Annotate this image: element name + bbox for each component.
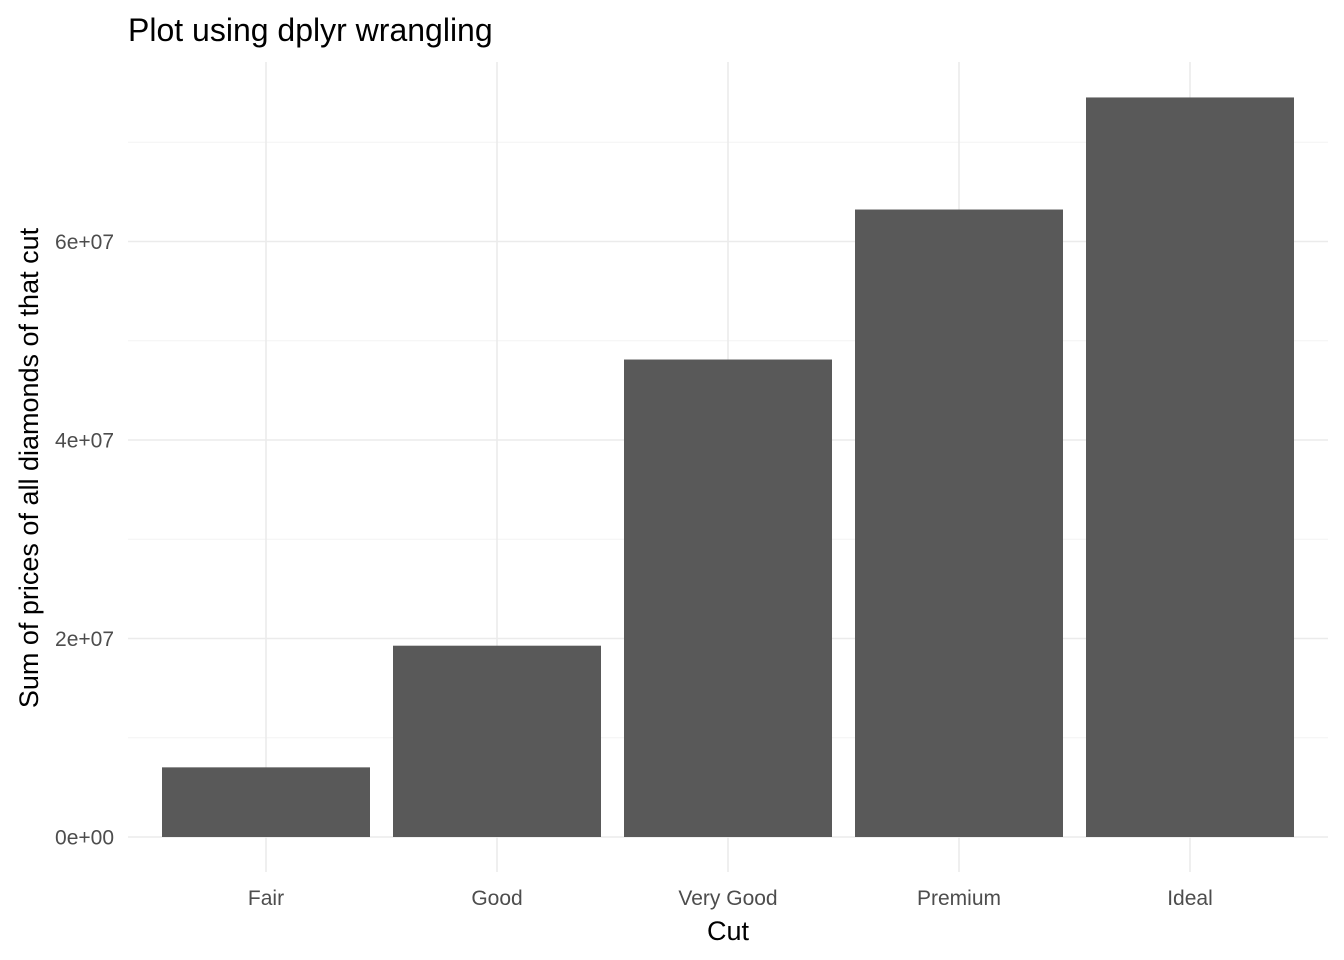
y-tick-label-1: 2e+07 [55,628,114,651]
y-axis-title: Sum of prices of all diamonds of that cu… [14,227,44,708]
bar-good [393,645,601,837]
y-tick-label-3: 6e+07 [55,231,114,254]
x-tick-label-premium: Premium [917,887,1001,910]
x-tick-label-good: Good [471,887,522,910]
chart-title: Plot using dplyr wrangling [128,12,493,48]
bar-very-good [624,359,832,837]
y-axis-ticks: 0e+00 2e+07 4e+07 6e+07 [55,231,114,850]
y-tick-label-0: 0e+00 [55,827,114,850]
bar-ideal [1086,97,1294,838]
x-axis-title: Cut [707,916,750,946]
x-axis-ticks: Fair Good Very Good Premium Ideal [248,887,1213,910]
x-tick-label-ideal: Ideal [1167,887,1213,910]
bar-premium [855,209,1063,838]
bar-layer [162,97,1294,838]
y-tick-label-2: 4e+07 [55,430,114,453]
bar-fair [162,767,370,837]
x-tick-label-fair: Fair [248,887,284,910]
x-tick-label-very-good: Very Good [678,887,777,910]
